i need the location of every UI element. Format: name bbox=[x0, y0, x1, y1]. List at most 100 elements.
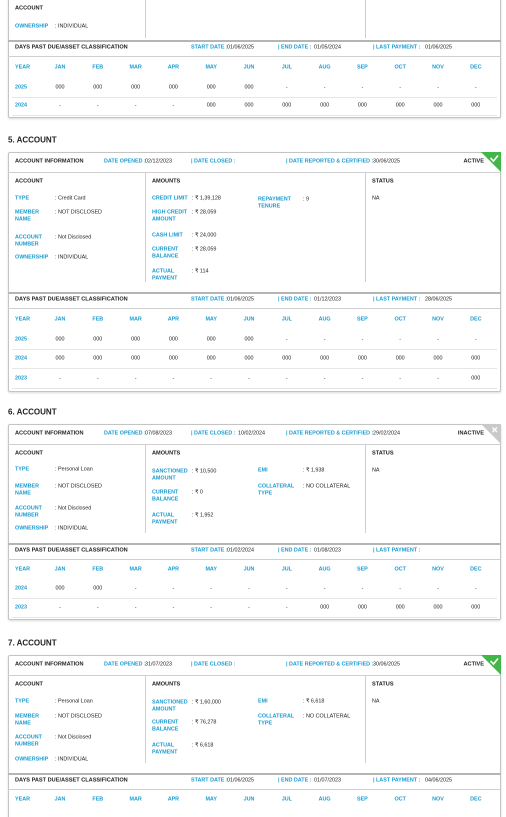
field-label: ACTUAL PAYMENT bbox=[152, 268, 178, 281]
divider bbox=[8, 56, 501, 57]
field-value: : ₹ 1,39,128 bbox=[192, 195, 221, 202]
dpd-label: | END DATE : bbox=[278, 44, 312, 51]
divider bbox=[8, 675, 501, 676]
dpd-cell: 000 bbox=[395, 604, 405, 611]
dpd-cell: - bbox=[210, 585, 213, 592]
dpd-cell: - bbox=[399, 585, 402, 592]
info-label: DATE OPENED : bbox=[104, 661, 146, 668]
field-label: TYPE bbox=[15, 195, 30, 202]
dpd-column: OCT bbox=[394, 796, 406, 803]
field-label: SANCTIONED AMOUNT bbox=[152, 468, 188, 481]
dpd-cell: 000 bbox=[282, 355, 292, 362]
field-value: : ₹ 0 bbox=[192, 489, 203, 496]
dpd-cell: - bbox=[248, 375, 250, 382]
status-badge bbox=[481, 152, 501, 172]
dpd-column: YEAR bbox=[15, 316, 30, 323]
field-label: CURRENT BALANCE bbox=[152, 246, 179, 259]
dpd-cell: - bbox=[437, 84, 439, 91]
divider bbox=[8, 292, 501, 294]
column-heading: STATUS bbox=[372, 681, 394, 688]
dpd-year: 2023 bbox=[15, 375, 27, 382]
dpd-cell: 000 bbox=[395, 355, 405, 362]
field-value: : Not Disclosed bbox=[55, 505, 92, 512]
field-label: TYPE bbox=[15, 698, 30, 705]
divider bbox=[12, 97, 497, 98]
field-label: ACCOUNT NUMBER bbox=[15, 734, 42, 747]
dpd-cell: - bbox=[474, 336, 477, 343]
dpd-cell: 000 bbox=[433, 355, 443, 362]
dpd-cell: 000 bbox=[244, 336, 254, 343]
dpd-column: MAR bbox=[129, 64, 142, 71]
divider bbox=[8, 172, 501, 173]
dpd-cell: 000 bbox=[471, 102, 481, 109]
dpd-column: YEAR bbox=[15, 796, 30, 803]
dpd-year: 2024 bbox=[15, 102, 27, 109]
dpd-column: NOV bbox=[432, 566, 444, 573]
field-value: : Personal Loan bbox=[55, 466, 93, 473]
divider bbox=[8, 308, 501, 309]
info-label: | DATE CLOSED : bbox=[191, 158, 236, 165]
dpd-cell: 000 bbox=[55, 355, 65, 362]
dpd-column: MAR bbox=[129, 796, 142, 803]
dpd-cell: - bbox=[323, 375, 326, 382]
info-value: 31/07/2023 bbox=[145, 661, 172, 668]
dpd-column: JUN bbox=[243, 796, 255, 803]
column-heading: STATUS bbox=[372, 178, 394, 185]
info-heading: ACCOUNT INFORMATION bbox=[15, 158, 84, 165]
field-label: ACTUAL PAYMENT bbox=[152, 512, 178, 525]
dpd-cell: 000 bbox=[244, 84, 254, 91]
field-value: : ₹ 28,059 bbox=[192, 246, 217, 253]
field-label: OWNERSHIP bbox=[15, 525, 49, 532]
divider bbox=[12, 115, 497, 116]
field-label: EMI bbox=[258, 467, 268, 474]
dpd-column: APR bbox=[167, 566, 180, 573]
dpd-year: 2025 bbox=[15, 84, 27, 91]
field-value: : INDIVIDUAL bbox=[55, 756, 89, 763]
divider bbox=[12, 598, 497, 599]
dpd-cell: 000 bbox=[244, 355, 254, 362]
dpd-column: JUL bbox=[281, 566, 292, 573]
field-label: EMI bbox=[258, 698, 268, 705]
dpd-cell: 000 bbox=[320, 355, 330, 362]
info-value: 02/12/2023 bbox=[145, 158, 172, 165]
field-value: : NOT DISCLOSED bbox=[55, 713, 102, 720]
dpd-column: MAY bbox=[205, 566, 217, 573]
dpd-cell: - bbox=[172, 604, 175, 611]
field-value: : ₹ 114 bbox=[192, 268, 209, 275]
dpd-cell: 000 bbox=[55, 84, 65, 91]
field-label: OWNERSHIP bbox=[15, 23, 49, 30]
dpd-cell: - bbox=[323, 336, 326, 343]
dpd-column: FEB bbox=[92, 796, 104, 803]
info-label: DATE OPENED : bbox=[104, 158, 146, 165]
dpd-column: NOV bbox=[432, 316, 444, 323]
account-box bbox=[8, 655, 501, 817]
dpd-year: 2024 bbox=[15, 585, 27, 592]
dpd-label: START DATE : bbox=[191, 44, 228, 51]
divider bbox=[145, 172, 146, 282]
dpd-column: JAN bbox=[54, 64, 66, 71]
field-value: : ₹ 6,618 bbox=[303, 698, 325, 705]
dpd-cell: - bbox=[96, 604, 99, 611]
dpd-label: | LAST PAYMENT : bbox=[373, 547, 421, 554]
dpd-label: | LAST PAYMENT : bbox=[373, 777, 421, 784]
field-value: : NO COLLATERAL bbox=[303, 713, 351, 720]
dpd-cell: - bbox=[172, 585, 175, 592]
dpd-cell: - bbox=[399, 375, 402, 382]
dpd-cell: 000 bbox=[471, 355, 481, 362]
dpd-cell: - bbox=[248, 604, 250, 611]
dpd-value: 01/06/2025 bbox=[227, 777, 254, 784]
field-label: MEMBER NAME bbox=[15, 209, 39, 222]
dpd-column: APR bbox=[167, 316, 180, 323]
dpd-cell: - bbox=[248, 585, 250, 592]
field-value: : ₹ 76,278 bbox=[192, 719, 217, 726]
dpd-cell: 000 bbox=[168, 336, 178, 343]
dpd-label: START DATE : bbox=[191, 547, 228, 554]
dpd-cell: - bbox=[172, 375, 175, 382]
dpd-year: 2023 bbox=[15, 604, 27, 611]
divider bbox=[365, 675, 366, 763]
dpd-label: | LAST PAYMENT : bbox=[373, 296, 421, 303]
dpd-cell: 000 bbox=[55, 585, 65, 592]
field-value: : ₹ 1,60,000 bbox=[192, 699, 221, 706]
divider bbox=[8, 40, 501, 42]
